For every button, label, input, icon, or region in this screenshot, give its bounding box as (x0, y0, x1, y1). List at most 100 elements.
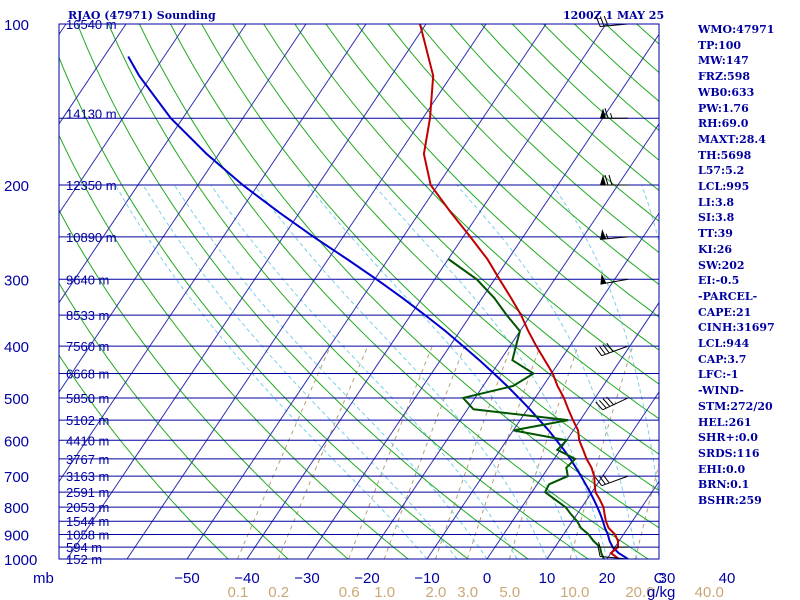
index-line: L57:5.2 (698, 164, 745, 178)
dry-adiabat (232, 24, 659, 455)
temperature-axis-unit: C (654, 570, 665, 587)
dry-adiabat (59, 209, 349, 559)
temperature-tick-label: −30 (294, 570, 319, 587)
mixing-ratio-label: 3.0 (457, 584, 478, 600)
wind-barb (605, 233, 609, 239)
index-line: MAXT:28.4 (698, 132, 766, 146)
dry-adiabat (59, 56, 469, 559)
isotherm-line (59, 24, 127, 125)
mixing-ratio-label: 2.0 (426, 584, 447, 600)
moist-adiabat (174, 184, 488, 559)
wind-barb (606, 342, 614, 352)
mixing-ratio-label: 5.0 (499, 584, 520, 600)
isobars (59, 23, 659, 560)
indices-panel: WMO:47971 TP:100 MW:147 FRZ:598 WB0:633 PW:1.… (698, 22, 798, 509)
mixing-ratio-label: 0.1 (228, 584, 249, 600)
index-line: STM:272/20 (698, 399, 773, 413)
wind-barb (595, 16, 601, 27)
height-label: 7560 m (66, 339, 109, 354)
dry-adiabat (59, 134, 409, 559)
dry-adiabat (170, 24, 659, 529)
height-label: 12350 m (66, 178, 117, 193)
isotherm-line (59, 24, 307, 393)
isotherm-line (426, 212, 659, 559)
index-line: CAPE:21 (698, 305, 752, 319)
index-line: LCL:944 (698, 337, 750, 351)
index-line: WMO:47971 (698, 23, 775, 36)
isotherm-line (546, 391, 659, 559)
index-line: TP:100 (698, 38, 742, 52)
index-line: LFC:-1 (698, 368, 739, 382)
isotherm-line (486, 301, 659, 559)
temperature-tick-label: 10 (539, 570, 556, 587)
mixing-ratio-line (466, 345, 541, 559)
height-label: 5850 m (66, 391, 109, 406)
height-label: 5102 m (66, 413, 109, 428)
dry-adiabat (418, 24, 659, 254)
isotherm-line (366, 122, 659, 559)
height-label: 9640 m (66, 272, 109, 287)
station-title: RJAO (47971) Sounding (68, 9, 216, 22)
isotherm-line (59, 24, 247, 304)
mixing-ratio-label: 40.0 (695, 584, 724, 600)
index-line: CAP:3.7 (698, 352, 747, 366)
index-line: PW:1.76 (698, 101, 749, 115)
wind-barb (600, 236, 629, 240)
wind-barb (602, 398, 611, 407)
mixing-ratio-line (348, 345, 433, 559)
wind-barb (598, 399, 607, 409)
height-label: 6668 m (66, 366, 109, 381)
dry-adiabat (59, 282, 289, 559)
dewpoint-profile (447, 258, 605, 559)
isotherm-line (66, 24, 427, 559)
mixing-ratio-line (277, 345, 369, 559)
index-line: SHR+:0.0 (698, 431, 758, 445)
moist-adiabat (210, 184, 518, 559)
mixing-ratio-label: 10.0 (560, 584, 589, 600)
temperature-tick-label: −10 (414, 570, 439, 587)
mixing-ratio-label: 1.0 (374, 584, 395, 600)
wind-barb (601, 475, 629, 487)
temperature-profile (419, 24, 620, 559)
index-line: TT:39 (698, 227, 733, 241)
wind-barb (604, 174, 609, 186)
index-line: -PARCEL- (698, 289, 758, 303)
moist-adiabat (307, 184, 578, 559)
mixing-ratio-line (508, 345, 579, 559)
mixing-ratio-line (634, 462, 659, 559)
index-line: FRZ:598 (698, 70, 751, 84)
height-label: 2591 m (66, 485, 109, 500)
height-label: 2053 m (66, 500, 109, 515)
pressure-tick-label: 800 (4, 500, 29, 517)
index-line: SRDS:116 (698, 446, 760, 460)
pressure-tick-label: 900 (4, 528, 29, 545)
wind-barb (598, 541, 601, 548)
mixing-ratio-label: 20.0 (625, 584, 654, 600)
pressure-tick-label: 700 (4, 469, 29, 486)
dry-adiabat (76, 24, 529, 559)
wind-barb (598, 475, 606, 485)
parcel-profile (127, 56, 629, 559)
index-line: KI:26 (698, 242, 733, 256)
index-line: -WIND- (698, 384, 744, 398)
index-line: SW:202 (698, 258, 745, 272)
temperature-tick-label: 30 (659, 570, 676, 587)
height-label: 3767 m (66, 452, 109, 467)
mixing-ratio-line (237, 345, 331, 559)
wind-barb (597, 546, 601, 557)
height-label: 3163 m (66, 469, 109, 484)
index-line: TH:5698 (698, 148, 752, 162)
pressure-tick-label: 500 (4, 391, 29, 408)
sounding-profiles (127, 24, 629, 559)
wind-barb (595, 477, 603, 487)
wind-barb (598, 345, 606, 355)
dry-adiabat (59, 354, 229, 559)
height-label: 1544 m (66, 514, 109, 529)
index-line: CINH:31697 (698, 321, 775, 335)
mixing-ratio-label: 0.2 (268, 584, 289, 600)
wind-barb (602, 397, 629, 411)
temperature-tick-label: 40 (719, 570, 736, 587)
height-label: 10890 m (66, 230, 117, 245)
index-line: HEL:261 (698, 415, 752, 429)
